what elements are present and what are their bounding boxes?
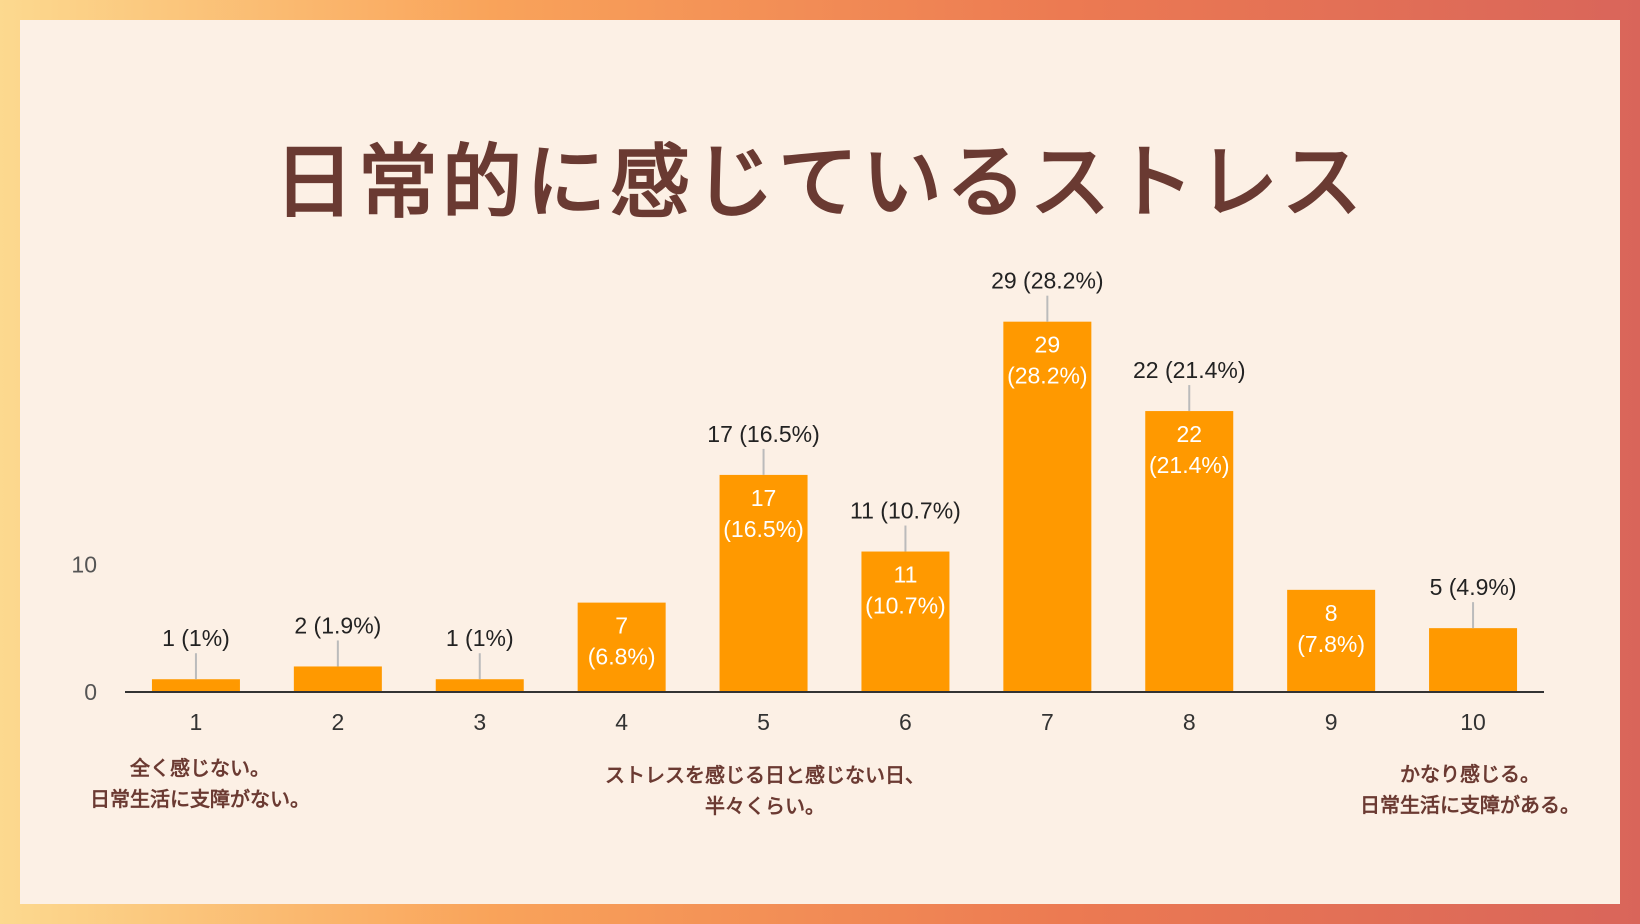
data-label: (21.4%) — [1149, 452, 1230, 478]
x-tick-label: 6 — [899, 709, 912, 735]
annotation-low: 全く感じない。 日常生活に支障がない。 — [70, 753, 330, 815]
bar — [151, 679, 240, 692]
data-label: 5 (4.9%) — [1430, 574, 1517, 600]
annotation-mid: ストレスを感じる日と感じない日、 半々くらい。 — [565, 760, 965, 822]
data-label: 22 — [1176, 421, 1202, 447]
data-label: (10.7%) — [865, 593, 946, 619]
y-tick-label: 0 — [84, 679, 97, 705]
data-label: 22 (21.4%) — [1133, 357, 1246, 383]
data-label: (28.2%) — [1007, 363, 1088, 389]
x-tick-label: 10 — [1460, 709, 1486, 735]
data-label: 1 (1%) — [446, 625, 514, 651]
slide-title: 日常的に感じているストレス — [274, 136, 1366, 229]
bar — [577, 602, 666, 692]
y-tick-label: 10 — [71, 551, 97, 577]
x-tick-label: 7 — [1041, 709, 1054, 735]
bar — [861, 551, 950, 692]
x-tick-label: 5 — [757, 709, 770, 735]
bar — [293, 666, 382, 692]
x-tick-label: 8 — [1183, 709, 1196, 735]
data-label: 7 — [615, 613, 628, 639]
data-label: 17 — [751, 485, 777, 511]
annotation-mid-line1: ストレスを感じる日と感じない日、 — [605, 763, 925, 787]
annotation-high-line1: かなり感じる。 — [1400, 762, 1540, 786]
bar — [1145, 411, 1234, 692]
bar — [1429, 628, 1518, 692]
annotation-high: かなり感じる。 日常生活に支障がある。 — [1340, 759, 1600, 821]
data-label: 29 (28.2%) — [991, 268, 1104, 294]
data-label: (7.8%) — [1297, 631, 1365, 657]
data-label: 17 (16.5%) — [707, 421, 820, 447]
x-tick-label: 9 — [1325, 709, 1338, 735]
data-label: (6.8%) — [588, 644, 656, 670]
data-label: 11 — [894, 562, 918, 588]
annotation-high-line2: 日常生活に支障がある。 — [1360, 793, 1580, 817]
data-label: 8 — [1325, 600, 1338, 626]
data-label: 29 — [1035, 332, 1061, 358]
data-label: (16.5%) — [723, 516, 804, 542]
annotation-low-line1: 全く感じない。 — [130, 756, 270, 780]
data-label: 1 (1%) — [162, 625, 230, 651]
slide-panel — [20, 20, 1620, 904]
data-label: 2 (1.9%) — [294, 612, 381, 638]
bar — [435, 679, 524, 692]
x-tick-label: 4 — [615, 709, 628, 735]
x-tick-label: 2 — [331, 709, 344, 735]
data-label: 11 (10.7%) — [850, 498, 961, 524]
x-tick-label: 1 — [190, 709, 203, 735]
annotation-mid-line2: 半々くらい。 — [705, 794, 825, 818]
bar — [719, 474, 808, 692]
bar — [1287, 589, 1376, 692]
annotation-low-line2: 日常生活に支障がない。 — [90, 787, 310, 811]
x-tick-label: 3 — [473, 709, 486, 735]
bar — [1003, 321, 1092, 692]
